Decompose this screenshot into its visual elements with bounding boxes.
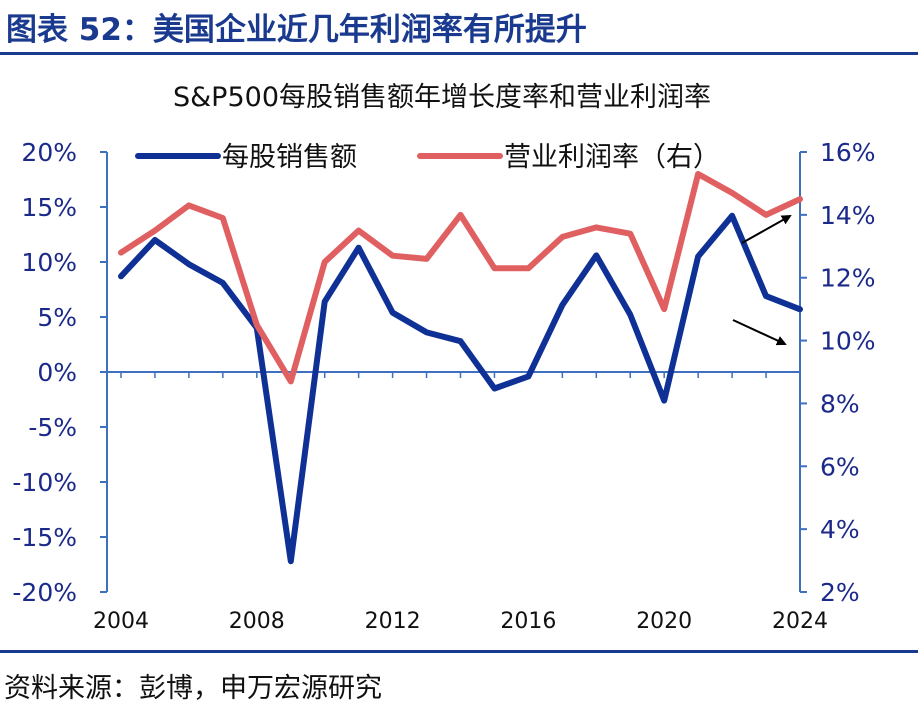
right-tick-label: 10% (820, 327, 876, 356)
left-tick-label: 0% (37, 358, 77, 387)
left-tick-label: -20% (12, 578, 77, 607)
legend-label: 营业利润率（右） (504, 142, 720, 173)
right-tick-label: 6% (820, 452, 860, 481)
left-tick-label: 10% (21, 248, 77, 277)
x-tick-label: 2008 (229, 609, 285, 634)
footer-rule (0, 650, 918, 653)
series-line-margin (118, 171, 803, 385)
right-tick-label: 4% (820, 515, 860, 544)
legend: 每股销售额 营业利润率（右） (135, 142, 720, 173)
chart-title: S&P500每股销售额年增长度率和营业利润率 (173, 82, 711, 113)
x-tick-label: 2024 (772, 609, 828, 634)
arrow-up (741, 215, 792, 244)
x-tick-label: 2004 (93, 609, 149, 634)
left-tick-label: -5% (28, 413, 77, 442)
source-note: 资料来源：彭博，申万宏源研究 (4, 673, 382, 704)
axes: 20% 15% 10% 5% 0% -5% -10% -15% -20% 16% 14% 12% 10%… (12, 138, 875, 634)
chart: S&P500每股销售额年增长度率和营业利润率 20% 15% 10% 5% 0% -5% -… (12, 82, 875, 634)
left-tick-label: 5% (37, 303, 77, 332)
right-tick-label: 16% (820, 138, 876, 167)
x-tick-label: 2012 (365, 609, 421, 634)
right-tick-label: 8% (820, 389, 860, 418)
left-tick-label: -15% (12, 523, 77, 552)
x-tick-label: 2020 (636, 609, 692, 634)
series-layer (118, 171, 803, 565)
right-tick-label: 14% (820, 201, 876, 230)
right-tick-label: 12% (820, 264, 876, 293)
arrow-down (732, 319, 787, 346)
legend-label: 每股销售额 (222, 142, 357, 173)
left-tick-label: -10% (12, 468, 77, 497)
x-tick-label: 2016 (500, 609, 556, 634)
series-line-sales (118, 212, 803, 565)
figure-title: 图表 52：美国企业近几年利润率有所提升 (6, 12, 587, 48)
right-tick-label: 2% (820, 578, 860, 607)
left-tick-label: 15% (21, 193, 77, 222)
header-rule (0, 52, 918, 55)
left-tick-label: 20% (21, 138, 77, 167)
